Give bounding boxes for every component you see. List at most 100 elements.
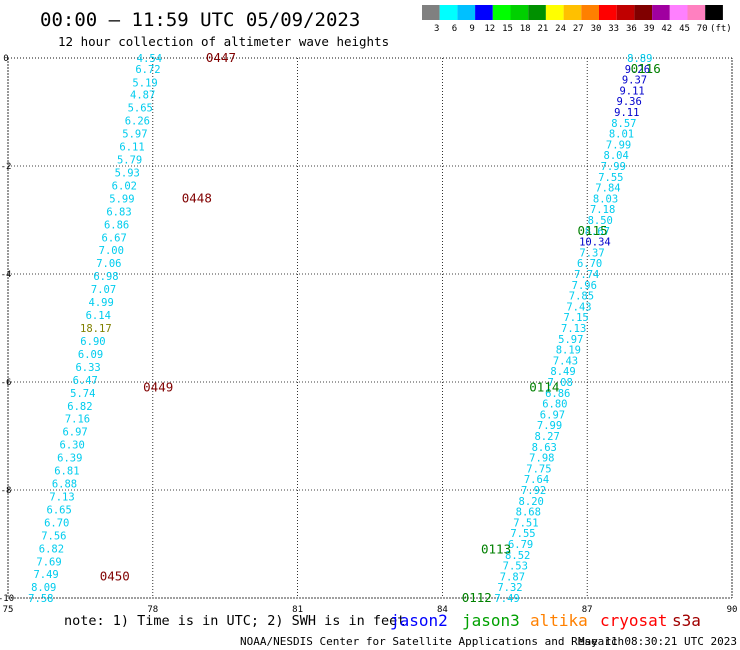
wave-height-value: 4.87 bbox=[130, 90, 155, 102]
wave-height-value: 7.51 bbox=[513, 517, 538, 529]
color-scale-legend: 3 6 9 12 15 18 21 24 27 30 33 36 39 42 45 70 (ft) bbox=[422, 5, 732, 34]
wave-height-value: 8.63 bbox=[532, 442, 557, 454]
wave-height-value: 7.07 bbox=[91, 284, 116, 296]
orbit-number-label: 0116 bbox=[631, 61, 661, 76]
wave-height-value: 8.01 bbox=[609, 129, 634, 141]
wave-height-value: 6.97 bbox=[62, 427, 87, 439]
wave-height-value: 5.19 bbox=[132, 77, 157, 89]
orbit-number-label: 0448 bbox=[182, 190, 212, 205]
wave-height-value: 6.82 bbox=[39, 543, 64, 555]
color-scale-label: 24 bbox=[555, 24, 566, 34]
wave-height-value: 6.09 bbox=[78, 349, 103, 361]
satellite-name: s3a bbox=[672, 611, 701, 630]
wave-height-value: 7.55 bbox=[510, 528, 535, 540]
lon-tick-label: 75 bbox=[3, 605, 14, 615]
wave-height-value: 6.70 bbox=[577, 258, 602, 270]
wave-height-value: 7.08 bbox=[548, 377, 573, 389]
wave-height-value: 7.37 bbox=[579, 247, 604, 259]
map-title: 00:00 – 11:59 UTC 05/09/2023 bbox=[40, 9, 360, 31]
color-scale-label: 70 bbox=[697, 24, 708, 34]
wave-height-value: 9.11 bbox=[619, 85, 644, 97]
wave-height-value: 8.89 bbox=[627, 53, 652, 65]
wave-height-value: 7.16 bbox=[65, 414, 90, 426]
lat-tick-label: -2 bbox=[1, 162, 12, 172]
lat-tick-label: 0 bbox=[3, 54, 8, 64]
wave-height-value: 6.47 bbox=[73, 375, 98, 387]
orbit-number-label: 0113 bbox=[481, 541, 511, 556]
color-scale-label: 12 bbox=[484, 24, 495, 34]
axis-tick-labels: 75 78 81 84 87 90 0 -2 -4 -6 -8 -10 bbox=[0, 54, 737, 615]
color-swatch bbox=[563, 5, 582, 20]
color-scale-label: 3 bbox=[434, 24, 439, 34]
orbit-number-label: 0115 bbox=[578, 223, 608, 238]
color-swatch bbox=[510, 5, 529, 20]
wave-height-value: 9.26 bbox=[625, 64, 650, 76]
wave-height-value: 6.26 bbox=[125, 116, 150, 128]
color-swatch bbox=[457, 5, 476, 20]
wave-height-value: 5.74 bbox=[70, 388, 95, 400]
wave-height-value: 7.98 bbox=[529, 453, 554, 465]
map-subtitle: 12 hour collection of altimeter wave hei… bbox=[58, 34, 389, 49]
lon-tick-label: 78 bbox=[147, 605, 158, 615]
wave-height-value: 6.81 bbox=[54, 466, 79, 478]
wave-height-value: 9.36 bbox=[617, 96, 642, 108]
wave-height-value: 7.06 bbox=[96, 258, 121, 270]
color-swatch bbox=[616, 5, 635, 20]
wave-height-value: 7.58 bbox=[28, 593, 53, 605]
wave-height-value: 4.54 bbox=[137, 53, 162, 65]
wave-height-value: 6.39 bbox=[57, 453, 82, 465]
lat-tick-label: -4 bbox=[1, 270, 12, 280]
wave-height-value: 6.72 bbox=[135, 64, 160, 76]
satellite-name: jason2 bbox=[390, 611, 448, 630]
wave-height-value: 6.86 bbox=[545, 388, 570, 400]
wave-height-value: 6.83 bbox=[106, 206, 131, 218]
color-scale-label: 42 bbox=[661, 24, 672, 34]
wave-height-value: 7.13 bbox=[561, 323, 586, 335]
color-swatch bbox=[634, 5, 653, 20]
units-note: note: 1) Time is in UTC; 2) SWH is in fe… bbox=[64, 613, 405, 629]
wave-height-value: 7.85 bbox=[569, 291, 594, 303]
wave-height-value: 5.79 bbox=[117, 155, 142, 167]
color-scale-label: 6 bbox=[452, 24, 457, 34]
wave-height-value: 6.70 bbox=[44, 517, 69, 529]
orbit-number-label: 0449 bbox=[143, 379, 173, 394]
wave-height-value: 7.84 bbox=[595, 183, 620, 195]
color-scale-label: 27 bbox=[573, 24, 584, 34]
wave-height-value: 8.27 bbox=[534, 431, 559, 443]
lon-tick-label: 84 bbox=[437, 605, 448, 615]
wave-height-value: 5.99 bbox=[109, 193, 134, 205]
wave-height-value: 7.49 bbox=[33, 569, 58, 581]
footer-credit: NOAA/NESDIS Center for Satellite Applica… bbox=[240, 635, 624, 648]
satellite-name: altika bbox=[530, 611, 588, 630]
orbit-number-label: 0114 bbox=[529, 379, 559, 394]
lat-tick-label: -10 bbox=[0, 594, 14, 604]
color-scale-label: 33 bbox=[608, 24, 619, 34]
wave-height-value: 7.92 bbox=[521, 485, 546, 497]
wave-height-value: 7.18 bbox=[590, 204, 615, 216]
wave-height-value: 7.69 bbox=[36, 556, 61, 568]
wave-height-value: 7.64 bbox=[524, 474, 549, 486]
wave-height-value: 6.67 bbox=[102, 232, 127, 244]
satellite-legend: jason2 jason3 altika cryosat s3a bbox=[390, 611, 701, 630]
wave-height-value: 8.50 bbox=[588, 215, 613, 227]
color-swatch bbox=[599, 5, 617, 20]
wave-height-value: 6.88 bbox=[52, 479, 77, 491]
wave-height-value: 6.82 bbox=[67, 401, 92, 413]
wave-height-value: 7.87 bbox=[500, 571, 525, 583]
satellite-name: jason3 bbox=[462, 611, 520, 630]
wave-height-value: 6.02 bbox=[112, 180, 137, 192]
color-swatch bbox=[475, 5, 493, 20]
wave-height-value: 18.17 bbox=[80, 323, 112, 335]
wave-height-value: 7.96 bbox=[572, 280, 597, 292]
color-scale-label: (ft) bbox=[710, 24, 732, 34]
wave-height-value: 8.03 bbox=[593, 193, 618, 205]
color-swatch bbox=[492, 5, 511, 20]
wave-height-value: 7.43 bbox=[553, 355, 578, 367]
wave-height-value: 6.90 bbox=[80, 336, 105, 348]
lon-tick-label: 81 bbox=[292, 605, 303, 615]
color-scale-label: 9 bbox=[469, 24, 474, 34]
color-swatch bbox=[439, 5, 458, 20]
wave-height-value: 7.53 bbox=[503, 561, 528, 573]
orbit-labels: 0447 0448 0449 0450 0116 0115 0114 0113 0112 bbox=[100, 50, 661, 605]
